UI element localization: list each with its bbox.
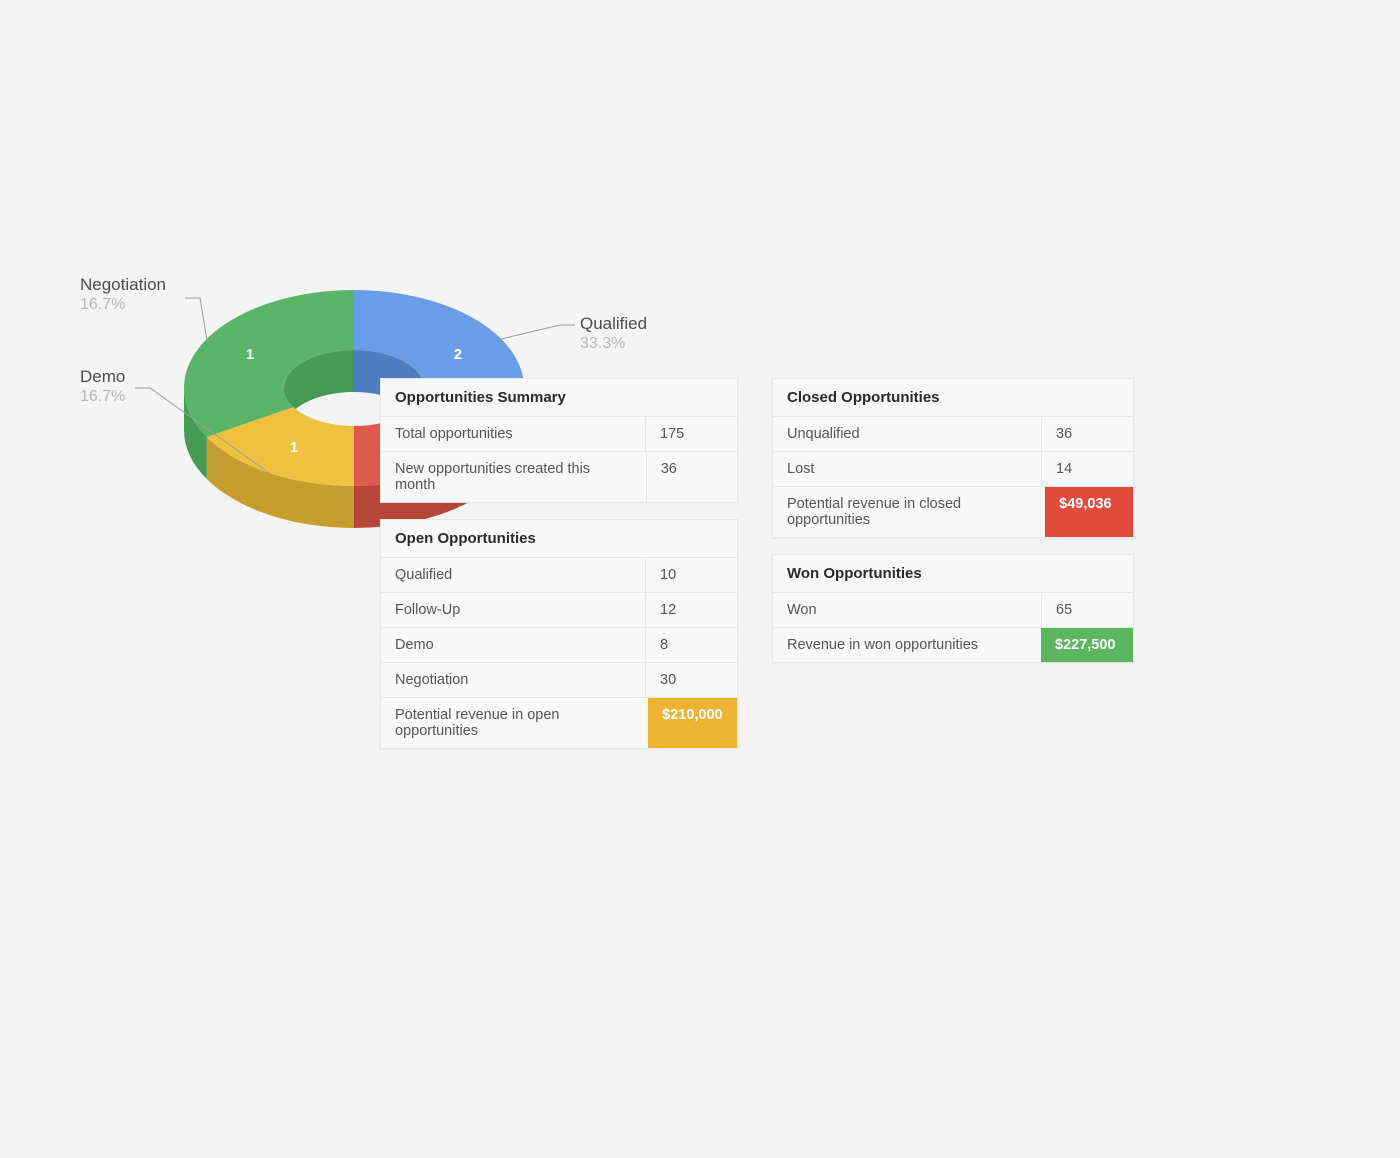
row-label: Lost xyxy=(773,452,1041,486)
row-label: Revenue in won opportunities xyxy=(773,628,1041,662)
table-row: Potential revenue in open opportunities$… xyxy=(381,697,737,748)
table-row: Revenue in won opportunities$227,500 xyxy=(773,627,1133,662)
row-value: 8 xyxy=(645,628,737,662)
row-label: Qualified xyxy=(381,558,645,592)
chart-label-name: Qualified xyxy=(580,314,647,334)
chart-label-name: Negotiation xyxy=(80,275,166,295)
table-title: Closed Opportunities xyxy=(773,379,1133,417)
table-row: Follow-Up12 xyxy=(381,592,737,627)
chart-label-negotiation: Negotiation 16.7% xyxy=(80,275,166,315)
row-label: Unqualified xyxy=(773,417,1041,451)
open-opportunities-table: Open OpportunitiesQualified10Follow-Up12… xyxy=(380,519,738,749)
won-opportunities-table: Won OpportunitiesWon65Revenue in won opp… xyxy=(772,554,1134,663)
chart-label-pct: 16.7% xyxy=(80,387,125,406)
row-value: $49,036 xyxy=(1045,487,1133,537)
table-row: Lost14 xyxy=(773,451,1133,486)
row-value: 36 xyxy=(646,452,737,502)
row-value: $210,000 xyxy=(648,698,737,748)
slice-value: 2 xyxy=(454,346,462,363)
row-label: Demo xyxy=(381,628,645,662)
table-row: Total opportunities175 xyxy=(381,417,737,451)
table-title: Open Opportunities xyxy=(381,520,737,558)
table-row: Negotiation30 xyxy=(381,662,737,697)
table-row: Won65 xyxy=(773,593,1133,627)
slice-value: 1 xyxy=(246,346,254,363)
row-value: 65 xyxy=(1041,593,1133,627)
row-label: Negotiation xyxy=(381,663,645,697)
slice-value: 1 xyxy=(290,439,298,456)
row-value: 10 xyxy=(645,558,737,592)
row-label: New opportunities created this month xyxy=(381,452,646,502)
chart-label-qualified: Qualified 33.3% xyxy=(580,314,647,354)
chart-label-pct: 16.7% xyxy=(80,295,166,314)
table-row: Potential revenue in closed opportunitie… xyxy=(773,486,1133,537)
table-row: New opportunities created this month36 xyxy=(381,451,737,502)
row-label: Follow-Up xyxy=(381,593,645,627)
chart-label-pct: 33.3% xyxy=(580,334,647,353)
table-title: Won Opportunities xyxy=(773,555,1133,593)
row-value: 14 xyxy=(1041,452,1133,486)
row-label: Potential revenue in closed opportunitie… xyxy=(773,487,1045,537)
row-value: 12 xyxy=(645,593,737,627)
row-value: 175 xyxy=(645,417,737,451)
closed-opportunities-table: Closed OpportunitiesUnqualified36Lost14P… xyxy=(772,378,1134,538)
chart-label-demo: Demo 16.7% xyxy=(80,367,125,407)
table-title: Opportunities Summary xyxy=(381,379,737,417)
row-label: Potential revenue in open opportunities xyxy=(381,698,648,748)
table-row: Qualified10 xyxy=(381,558,737,592)
row-label: Won xyxy=(773,593,1041,627)
leader-line xyxy=(501,325,575,339)
dashboard-stage: 2 1 1 Qualified 33.3% Negotiation 16.7% De… xyxy=(0,0,1400,1158)
table-row: Unqualified36 xyxy=(773,417,1133,451)
leader-line xyxy=(185,298,207,339)
opportunities-summary-table: Opportunities SummaryTotal opportunities… xyxy=(380,378,738,503)
row-value: 36 xyxy=(1041,417,1133,451)
row-value: $227,500 xyxy=(1041,628,1133,662)
row-label: Total opportunities xyxy=(381,417,645,451)
row-value: 30 xyxy=(645,663,737,697)
table-row: Demo8 xyxy=(381,627,737,662)
chart-label-name: Demo xyxy=(80,367,125,387)
